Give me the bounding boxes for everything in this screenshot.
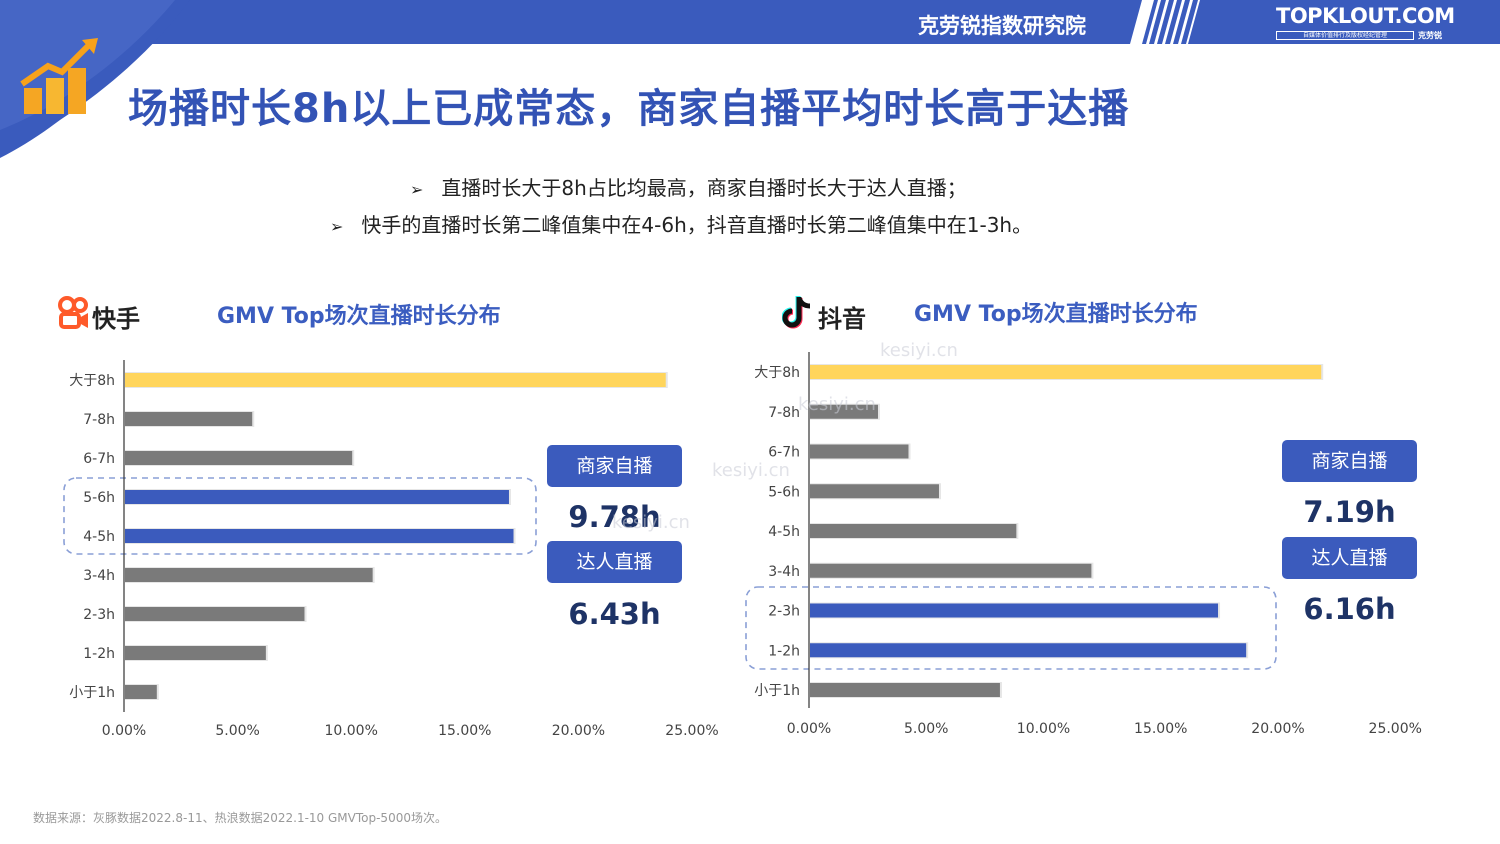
highlight-dashed-box [63, 477, 537, 555]
watermark: kesiyi.cn [712, 460, 790, 481]
bar-小于1h [125, 685, 157, 699]
bar-2-3h [810, 603, 1219, 618]
douyin-label: 抖音 [818, 305, 866, 333]
kuaishou-influencer-value: 6.43h [568, 597, 661, 631]
bar-7-8h [810, 404, 879, 419]
highlight-dashed-box [745, 586, 1277, 670]
category-label: 小于1h [69, 685, 115, 701]
x-tick-label: 5.00% [215, 723, 259, 739]
category-label: 7-8h [768, 405, 800, 421]
bar-1-2h [125, 646, 266, 660]
bar-小于1h [810, 683, 1000, 697]
category-label: 4-5h [768, 524, 800, 540]
x-tick-label: 0.00% [787, 721, 831, 737]
watermark: kesiyi.cn [612, 512, 690, 533]
bullet-2-text: 快手的直播时长第二峰值集中在4-6h，抖音直播时长第二峰值集中在1-3h。 [361, 213, 1033, 237]
category-label: 6-7h [83, 451, 115, 467]
category-label: 3-4h [83, 568, 115, 584]
bar-3-4h [125, 568, 373, 582]
kuaishou-merchant-badge: 商家自播 [547, 445, 682, 487]
growth-chart-icon [20, 38, 98, 114]
x-tick-label: 20.00% [1251, 721, 1304, 737]
category-label: 6-7h [768, 445, 800, 461]
bar-1-2h [810, 643, 1247, 658]
bullet-2: ➢ 快手的直播时长第二峰值集中在4-6h，抖音直播时长第二峰值集中在1-3h。 [330, 209, 1032, 238]
x-tick-label: 15.00% [438, 723, 491, 739]
bar-2-3h [125, 607, 305, 621]
x-tick-label: 5.00% [904, 721, 948, 737]
category-label: 7-8h [83, 412, 115, 428]
kuaishou-logo-icon [58, 296, 88, 329]
x-tick-label: 10.00% [325, 723, 378, 739]
bar-3-4h [810, 563, 1092, 578]
category-label: 5-6h [83, 490, 115, 506]
category-label: 1-2h [768, 643, 800, 659]
category-label: 小于1h [754, 683, 800, 699]
x-tick-label: 25.00% [1369, 721, 1422, 737]
category-label: 2-3h [768, 604, 800, 620]
category-label: 大于8h [754, 365, 800, 381]
brand-logo: TOPKLOUT.COM [1276, 4, 1455, 28]
douyin-merchant-badge: 商家自播 [1282, 440, 1417, 482]
x-tick-label: 0.00% [102, 723, 146, 739]
bar-5-6h [810, 484, 939, 499]
kuaishou-merchant-value: 9.78h [568, 500, 661, 534]
x-tick-label: 10.00% [1017, 721, 1070, 737]
data-source-note: 数据来源：灰豚数据2022.8-11、热浪数据2022.1-10 GMVTop-… [33, 811, 447, 825]
watermark: kesiyi.cn [880, 340, 958, 361]
page-title: 场播时长8h以上已成常态，商家自播平均时长高于达播 [128, 86, 1130, 132]
bar-6-7h [125, 451, 353, 465]
bar-7-8h [125, 412, 253, 426]
bar-大于8h [810, 365, 1322, 379]
brand-tagline: 自媒体价值排行及版权经纪管理 [1276, 31, 1414, 40]
douyin-influencer-badge: 达人直播 [1282, 537, 1417, 579]
douyin-merchant-value: 7.19h [1303, 495, 1396, 529]
brand-tagline-cn: 克劳锐 [1418, 31, 1442, 40]
bar-4-5h [810, 524, 1017, 538]
stripes-decoration [1130, 0, 1276, 44]
institute-name: 克劳锐指数研究院 [918, 14, 1086, 38]
category-label: 1-2h [83, 646, 115, 662]
kuaishou-influencer-badge: 达人直播 [547, 541, 682, 583]
douyin-logo-icon [782, 296, 811, 329]
kuaishou-label: 快手 [92, 305, 140, 333]
douyin-chart-title: GMV Top场次直播时长分布 [914, 302, 1198, 327]
bar-5-6h [125, 490, 509, 504]
x-tick-label: 15.00% [1134, 721, 1187, 737]
douyin-influencer-value: 6.16h [1303, 592, 1396, 626]
bullet-1-text: 直播时长大于8h占比均最高，商家自播时长大于达人直播； [441, 176, 967, 200]
category-label: 2-3h [83, 607, 115, 623]
bar-大于8h [125, 373, 666, 387]
bar-6-7h [810, 444, 909, 459]
x-tick-label: 25.00% [665, 723, 718, 739]
bullet-1: ➢ 直播时长大于8h占比均最高，商家自播时长大于达人直播； [410, 172, 967, 201]
arrow-bullet-icon: ➢ [410, 180, 424, 199]
arrow-bullet-icon: ➢ [330, 217, 344, 236]
category-label: 5-6h [768, 484, 800, 500]
bar-4-5h [125, 529, 514, 543]
category-label: 4-5h [83, 529, 115, 545]
category-label: 3-4h [768, 564, 800, 580]
category-label: 大于8h [69, 373, 115, 389]
watermark: kesiyi.cn [798, 394, 876, 415]
kuaishou-chart-title: GMV Top场次直播时长分布 [217, 304, 501, 329]
x-tick-label: 20.00% [552, 723, 605, 739]
